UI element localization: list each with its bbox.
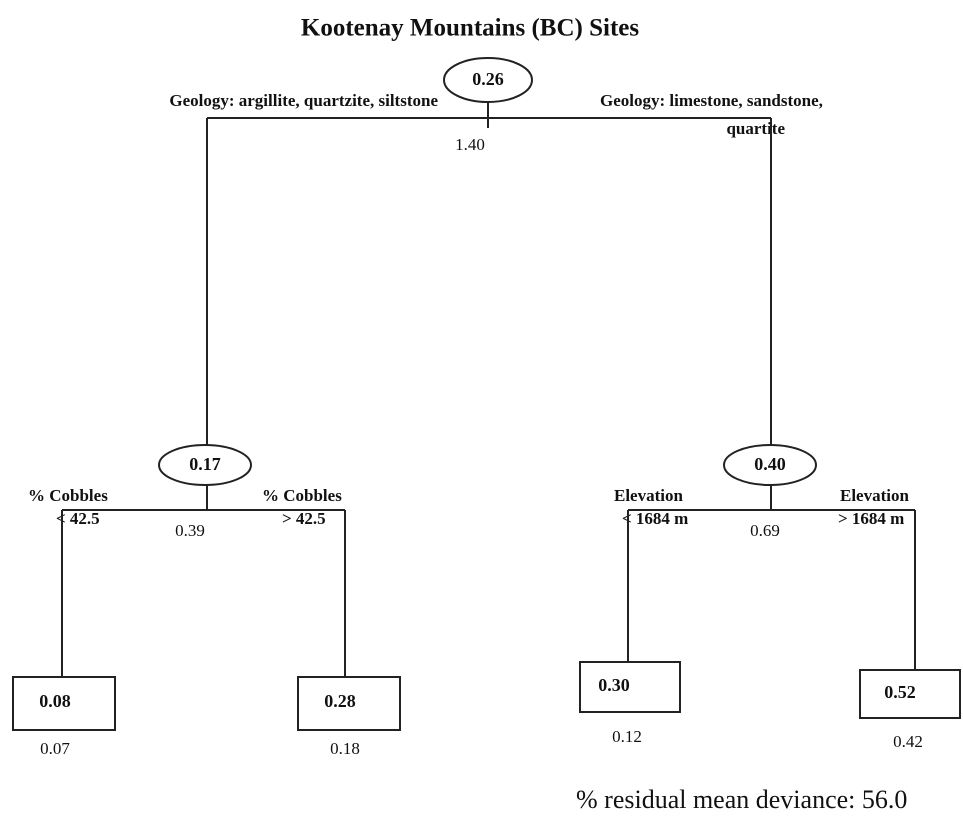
node-deviance: 0.07 — [40, 739, 70, 758]
node-value: 0.17 — [189, 454, 221, 474]
leaf-box — [297, 676, 401, 731]
split-label: Elevation — [840, 486, 909, 505]
node-ellipse — [158, 444, 252, 486]
split-label: Geology: argillite, quartzite, siltstone — [169, 91, 438, 110]
node-deviance: 0.42 — [893, 732, 923, 751]
node-value: 0.40 — [754, 454, 786, 474]
leaf-box — [12, 676, 116, 731]
node-value: 0.52 — [884, 682, 916, 702]
leaf-box — [859, 669, 961, 719]
split-label: > 1684 m — [838, 509, 904, 528]
split-label: < 1684 m — [622, 509, 688, 528]
node-deviance: 1.40 — [455, 135, 485, 154]
split-label: quartite — [726, 119, 785, 138]
node-deviance: 0.12 — [612, 727, 642, 746]
leaf-box — [579, 661, 681, 713]
node-value: 0.08 — [39, 691, 71, 711]
split-label: > 42.5 — [282, 509, 326, 528]
title: Kootenay Mountains (BC) Sites — [301, 15, 639, 42]
split-label: < 42.5 — [56, 509, 100, 528]
node-deviance: 0.18 — [330, 739, 360, 758]
node-deviance: 0.39 — [175, 521, 205, 540]
split-label: Geology: limestone, sandstone, — [600, 91, 823, 110]
split-label: % Cobbles — [28, 486, 108, 505]
footer-note: % residual mean deviance: 56.0 — [576, 785, 907, 814]
node-value: 0.28 — [324, 691, 356, 711]
split-label: % Cobbles — [262, 486, 342, 505]
node-value: 0.30 — [598, 675, 630, 695]
split-label: Elevation — [614, 486, 683, 505]
node-deviance: 0.69 — [750, 521, 780, 540]
node-value: 0.26 — [472, 69, 504, 89]
